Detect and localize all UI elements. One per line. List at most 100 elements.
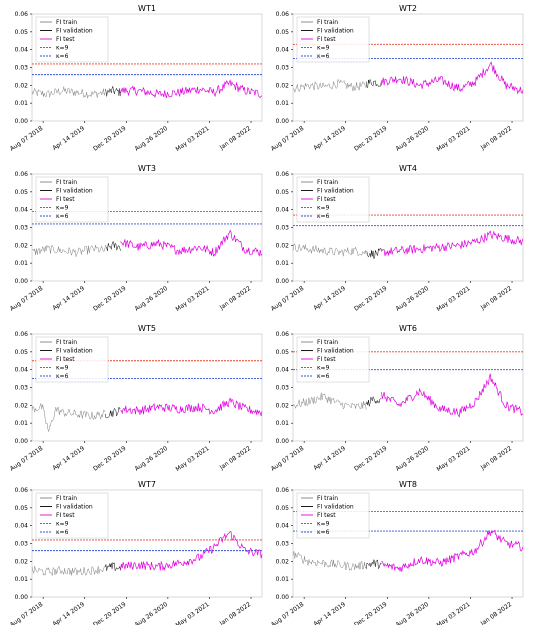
y-tick-label: 0.01	[15, 420, 29, 427]
x-tick-label: Aug 07 2018	[270, 601, 306, 625]
x-tick-label: Dec 20 2019	[92, 285, 128, 313]
chart-title: WT2	[399, 4, 417, 13]
x-tick-label: Aug 07 2018	[9, 285, 45, 313]
legend-fi-test-label: FI test	[317, 356, 336, 363]
y-tick-label: 0.03	[15, 225, 29, 232]
x-tick-label: May 03 2021	[175, 285, 211, 313]
legend-fi-validation-label: FI validation	[317, 348, 354, 355]
y-tick-label: 0.05	[276, 505, 290, 512]
series-fi-test-line	[381, 373, 524, 418]
legend-box	[296, 336, 370, 383]
y-tick-label: 0.06	[276, 11, 290, 18]
y-tick-label: 0.02	[15, 402, 29, 409]
x-tick-label: Aug 07 2018	[9, 125, 45, 153]
y-tick-label: 0.04	[15, 367, 29, 374]
x-tick-label: Aug 26 2020	[395, 445, 431, 473]
y-tick-label: 0.04	[276, 523, 290, 530]
x-tick-label: Aug 26 2020	[395, 601, 431, 625]
y-tick-label: 0.05	[15, 29, 29, 36]
y-tick-label: 0.01	[276, 576, 290, 583]
x-tick-label: Apr 14 2019	[312, 125, 347, 152]
legend-k9-label: κ=9	[56, 365, 69, 372]
legend-k6-label: κ=6	[317, 53, 330, 60]
legend-k6-label: κ=6	[56, 53, 69, 60]
legend-k6-label: κ=6	[317, 373, 330, 380]
y-tick-label: 0.00	[15, 278, 29, 285]
x-tick-label: Jan 08 2022	[218, 445, 252, 472]
chart-title: WT4	[399, 164, 417, 173]
chart-title: WT1	[138, 4, 156, 13]
x-tick-label: Jan 08 2022	[218, 285, 252, 312]
series-fi-validation-line	[365, 558, 382, 570]
y-tick-label: 0.00	[276, 118, 290, 125]
legend-fi-validation-label: FI validation	[56, 28, 93, 35]
legend-fi-test-label: FI test	[317, 36, 336, 43]
chart-title: WT8	[399, 480, 417, 489]
y-tick-label: 0.06	[276, 331, 290, 338]
legend-box	[296, 16, 370, 63]
series-fi-train-line	[31, 86, 106, 99]
series-fi-validation-line	[104, 561, 121, 572]
y-tick-label: 0.00	[15, 118, 29, 125]
panel-wt6: WT6 0.00 0.01 0.02 0.03 0.04 0.05 0.06 Aug 07 20…	[270, 324, 524, 473]
series-fi-validation-line	[365, 247, 382, 259]
panel-wt4: WT4 0.00 0.01 0.02 0.03 0.04 0.05 0.06 Aug 07 20…	[270, 164, 524, 313]
y-tick-label: 0.02	[276, 402, 290, 409]
x-tick-label: Aug 26 2020	[395, 125, 431, 153]
legend-box	[35, 336, 109, 383]
x-tick-label: Dec 20 2019	[92, 445, 128, 473]
x-tick-label: May 03 2021	[175, 601, 211, 625]
y-tick-label: 0.02	[15, 82, 29, 89]
y-tick-label: 0.05	[15, 505, 29, 512]
x-tick-label: May 03 2021	[436, 601, 472, 625]
legend-fi-validation-label: FI validation	[56, 504, 93, 511]
y-tick-label: 0.03	[276, 225, 290, 232]
series-fi-test-line	[381, 230, 524, 257]
series-fi-test-line	[120, 397, 263, 417]
x-tick-label: Apr 14 2019	[312, 445, 347, 472]
y-tick-label: 0.05	[276, 189, 290, 196]
series-fi-train-line	[292, 78, 367, 94]
series-fi-validation-line	[365, 395, 382, 407]
x-tick-label: Dec 20 2019	[353, 125, 389, 153]
y-tick-label: 0.03	[276, 65, 290, 72]
y-tick-label: 0.04	[276, 207, 290, 214]
legend-fi-train-label: FI train	[56, 19, 77, 26]
y-tick-label: 0.01	[276, 100, 290, 107]
y-tick-label: 0.01	[276, 260, 290, 267]
x-tick-label: May 03 2021	[436, 285, 472, 313]
x-tick-label: Apr 14 2019	[51, 601, 86, 625]
legend-fi-validation-label: FI validation	[56, 188, 93, 195]
x-tick-label: May 03 2021	[436, 125, 472, 153]
legend-box	[296, 492, 370, 539]
y-tick-label: 0.01	[15, 100, 29, 107]
x-tick-label: Jan 08 2022	[218, 125, 252, 152]
x-tick-label: Aug 26 2020	[134, 285, 170, 313]
legend-fi-test-label: FI test	[56, 356, 75, 363]
y-tick-label: 0.01	[15, 260, 29, 267]
y-tick-label: 0.05	[15, 189, 29, 196]
y-tick-label: 0.05	[276, 349, 290, 356]
legend-fi-test-label: FI test	[56, 196, 75, 203]
x-tick-label: Apr 14 2019	[51, 125, 86, 152]
legend-box	[35, 16, 109, 63]
legend-fi-train-label: FI train	[317, 495, 338, 502]
series-fi-test-line	[120, 531, 263, 572]
x-tick-label: Jan 08 2022	[479, 445, 513, 472]
x-tick-label: Jan 08 2022	[479, 125, 513, 152]
y-tick-label: 0.02	[15, 558, 29, 565]
legend-k6-label: κ=6	[56, 529, 69, 536]
x-tick-label: May 03 2021	[175, 445, 211, 473]
x-tick-label: Jan 08 2022	[479, 285, 513, 312]
x-tick-label: Dec 20 2019	[92, 125, 128, 153]
x-tick-label: Aug 07 2018	[270, 445, 306, 473]
series-fi-test-line	[120, 229, 263, 257]
panel-wt1: WT1 0.00 0.01 0.02 0.03 0.04 0.05 0.06 Aug 07 20…	[9, 4, 263, 153]
x-tick-label: Apr 14 2019	[51, 445, 86, 472]
legend-fi-train-label: FI train	[317, 339, 338, 346]
panel-wt8: WT8 0.00 0.01 0.02 0.03 0.04 0.05 0.06 Aug 07 20…	[270, 480, 524, 625]
legend-k9-label: κ=9	[56, 521, 69, 528]
series-fi-validation-line	[104, 406, 121, 419]
y-tick-label: 0.04	[15, 47, 29, 54]
